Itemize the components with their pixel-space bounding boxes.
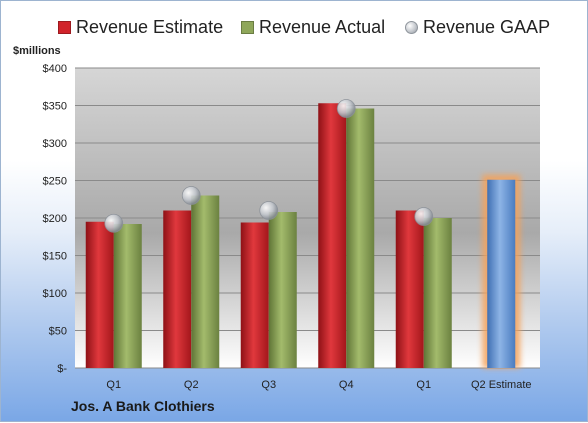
bars [85,103,521,368]
gridlines [75,67,540,369]
bar-revenue-estimate [395,210,424,368]
y-tick-label: $300 [43,138,67,150]
marker-revenue-gaap [181,186,201,205]
x-tick-label: Q3 [261,379,276,391]
x-tick-label: Q1 [106,379,121,391]
y-tick-label: $200 [43,213,67,225]
bar-revenue-actual [268,212,297,368]
legend-label: Revenue Actual [259,17,386,37]
legend-label: Revenue GAAP [423,17,551,37]
legend-item-revenue-gaap: Revenue GAAP [405,17,550,38]
x-tick-label: Q4 [339,379,354,391]
bar-revenue-actual [191,195,220,368]
gaap-markers [104,99,434,233]
bar-revenue-estimate [240,222,269,368]
bar-revenue-actual [113,224,142,368]
y-tick-label: $150 [43,251,67,263]
y-tick-label: $50 [49,326,67,338]
y-axis-ticks: $- $50 $100 $150 $200 $250 $300 $350 $400 [43,63,68,375]
legend-item-revenue-actual: Revenue Actual [241,17,385,38]
y-tick-label: $350 [43,101,67,113]
marker-revenue-gaap [336,99,356,118]
marker-revenue-gaap [259,201,279,220]
y-tick-label: $100 [43,288,67,300]
bar-revenue-estimate [163,210,192,368]
legend: Revenue Estimate Revenue Actual Revenue … [1,17,588,43]
y-tick-label: $400 [43,63,67,75]
y-tick-label: $250 [43,176,67,188]
legend-label: Revenue Estimate [76,17,224,37]
bar-revenue-actual [346,108,375,368]
x-tick-label: Q2 [184,379,199,391]
marker-revenue-gaap [414,207,434,226]
bar-q2-estimate [487,179,516,368]
x-tick-label: Q1 [416,379,431,391]
y-axis-unit-label: $millions [13,45,61,57]
legend-swatch-ball [405,21,418,34]
x-tick-label: Q2 Estimate [471,379,532,391]
legend-swatch-red [58,21,71,34]
x-axis-ticks: Q1 Q2 Q3 Q4 Q1 Q2 Estimate [106,379,531,391]
bar-revenue-estimate [318,103,347,368]
bar-revenue-actual [423,218,452,368]
bar-revenue-estimate [85,221,114,368]
company-name: Jos. A Bank Clothiers [71,398,215,414]
y-tick-label: $- [57,363,67,375]
legend-swatch-green [241,21,254,34]
marker-revenue-gaap [104,213,124,233]
legend-item-revenue-estimate: Revenue Estimate [58,17,223,38]
